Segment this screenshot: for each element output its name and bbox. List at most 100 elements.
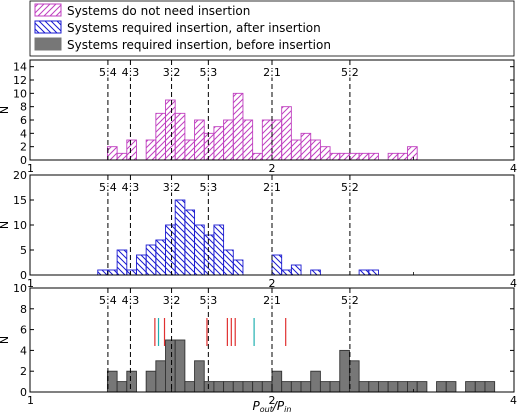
bar-middle-13 [155,239,166,276]
bar-bottom-8 [106,370,118,393]
bar-middle-21 [232,259,244,276]
bar-bottom-21 [232,381,244,393]
bar-top-17 [194,119,205,161]
resonance-label: 3:2 [163,181,181,194]
bar-top-15 [174,112,186,161]
bar-top-39 [407,146,418,161]
bar-bottom-16 [184,381,196,393]
bar-bottom-15 [174,339,186,393]
resonance-label: 4:3 [122,181,140,194]
bar-top-26 [281,106,292,161]
legend-swatch-1 [34,3,62,17]
bar-middle-27 [290,264,302,276]
resonance-label: 2:1 [263,66,281,79]
bar-bottom-25 [271,370,283,393]
bar-top-34 [358,152,370,161]
bar-bottom-33 [348,360,360,393]
bar-middle-15 [174,199,186,276]
bar-top-16 [184,139,196,161]
bar-bottom-42 [436,381,447,393]
bar-top-27 [290,139,302,161]
bar-top-14 [165,99,176,161]
y-axis-label: N [0,336,11,344]
bar-bottom-40 [416,381,428,393]
bar-middle-7 [97,269,108,276]
y-tick-label: 10 [13,282,27,295]
bar-bottom-30 [319,381,331,393]
bar-middle-25 [271,254,283,276]
y-tick-label: 6 [20,324,27,337]
bar-bottom-46 [474,381,486,393]
bar-bottom-38 [397,381,408,393]
resonance-label: 5:2 [341,181,359,194]
resonance-label: 2:1 [263,181,281,194]
bar-bottom-36 [378,381,389,393]
bar-bottom-19 [213,381,225,393]
y-tick-label: 14 [13,61,27,74]
x-axis-label: Pout/Pin [253,399,292,414]
y-tick-label: 15 [13,194,27,207]
bar-bottom-18 [203,381,215,393]
resonance-label: 5:3 [200,66,218,79]
bar-bottom-43 [445,381,457,393]
bar-bottom-13 [155,360,166,393]
bar-top-9 [116,152,128,161]
bar-bottom-32 [339,349,350,393]
y-tick-label: 4 [20,344,27,357]
y-tick-label: 12 [13,74,27,87]
y-tick-label: 0 [20,269,27,282]
bar-bottom-39 [407,381,418,393]
bar-bottom-31 [329,381,341,393]
panel-middle: 5:4 4:3 3:2 5:3 2:1 5:2 0 5 10 15 20 N 1 2 4 [0,169,517,290]
panels: 5:44:33:25:32:15:202468101214N1245:44:33… [0,59,517,407]
resonance-label: 5:4 [99,66,117,79]
y-tick-label: 0 [20,154,27,167]
x-tick-label: 1 [27,277,34,290]
bar-middle-34 [358,269,370,276]
legend: Systems do not need insertion Systems req… [29,0,515,57]
bar-top-30 [319,146,331,161]
bar-top-13 [155,112,166,161]
bar-top-20 [223,119,234,161]
legend-frame [29,0,515,57]
y-tick-label: 2 [20,365,27,378]
bar-top-31 [329,152,341,161]
bar-top-24 [261,119,273,161]
resonance-label: 5:2 [341,66,359,79]
bar-bottom-45 [465,381,476,393]
bar-bottom-34 [358,381,370,393]
bar-bottom-26 [281,381,292,393]
bar-middle-35 [368,269,379,276]
bar-bottom-12 [145,370,157,393]
bar-top-12 [145,139,157,161]
bar-bottom-10 [126,370,137,393]
resonance-label: 3:2 [163,66,181,79]
y-axis-label: N [0,106,11,114]
bar-bottom-35 [368,381,379,393]
resonance-label: 4:3 [122,294,140,307]
bar-top-38 [397,152,408,161]
bar-middle-17 [194,224,205,276]
bar-top-10 [126,139,137,161]
y-tick-label: 6 [20,114,27,127]
x-tick-label: 2 [269,162,276,175]
x-tick-label: 2 [269,277,276,290]
bar-top-25 [271,119,283,161]
x-tick-label: 1 [27,162,34,175]
bar-bottom-37 [387,381,399,393]
legend-label-1: Systems do not need insertion [67,4,250,18]
bar-top-21 [232,92,244,161]
resonance-label: 5:3 [200,294,218,307]
bar-top-19 [213,126,225,161]
bar-middle-19 [213,224,225,276]
bar-bottom-22 [242,381,254,393]
resonance-label: 5:2 [341,294,359,307]
bar-bottom-28 [300,381,312,393]
y-tick-label: 10 [13,219,27,232]
bar-middle-14 [165,224,176,276]
bar-middle-11 [136,254,147,276]
bar-bottom-29 [310,370,321,393]
bar-top-8 [106,146,118,161]
y-tick-label: 8 [20,303,27,316]
